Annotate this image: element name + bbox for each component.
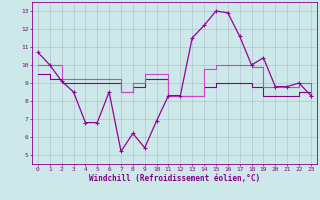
X-axis label: Windchill (Refroidissement éolien,°C): Windchill (Refroidissement éolien,°C) — [89, 174, 260, 183]
